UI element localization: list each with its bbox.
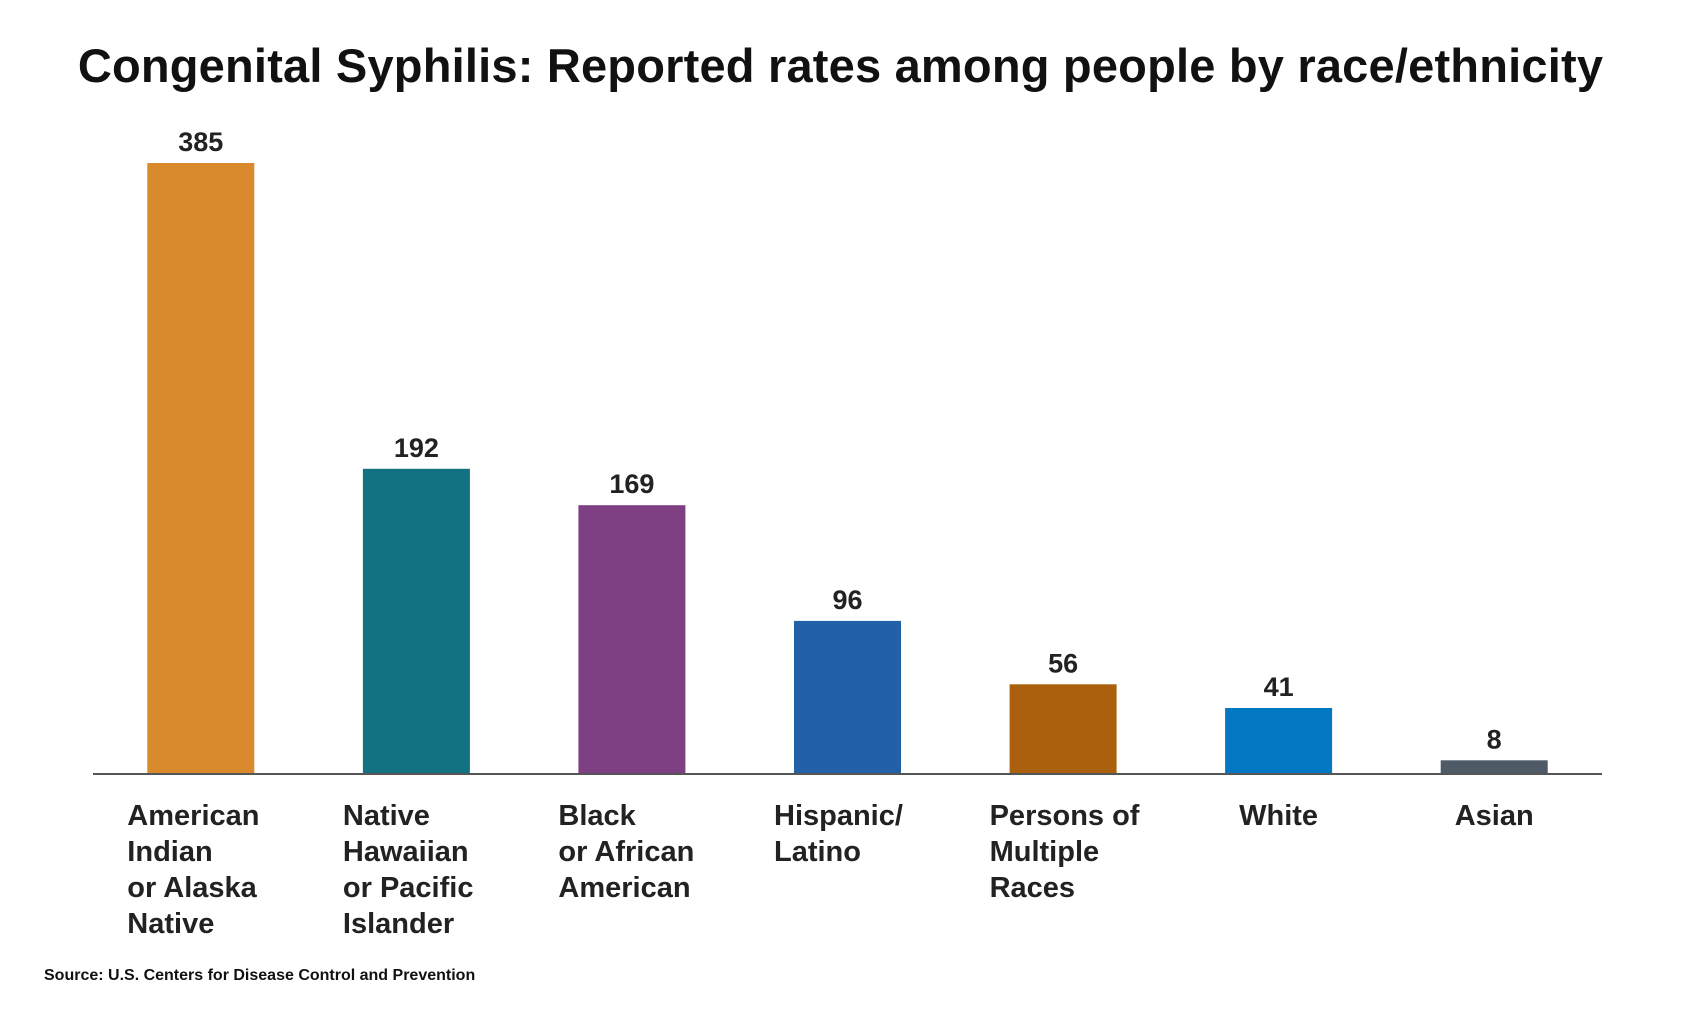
category-label-line: Hawaiian <box>343 836 469 868</box>
category-label-line: Asian <box>1455 800 1534 832</box>
category-label-line: or Pacific <box>343 872 474 904</box>
bar <box>147 163 255 773</box>
bar-value-label: 385 <box>178 127 223 157</box>
bar <box>1440 760 1548 773</box>
category-label-line: or African <box>558 836 694 868</box>
category-label-line: Races <box>990 872 1075 904</box>
category-label-line: Latino <box>774 836 861 868</box>
category-label-line: Persons of <box>990 800 1140 832</box>
bar-value-label: 192 <box>394 433 439 463</box>
category-label-line: Multiple <box>990 836 1100 868</box>
category-label-line: American <box>127 800 259 832</box>
category-label-line: Indian <box>127 836 212 868</box>
category-label: Hispanic/Latino <box>774 800 903 868</box>
category-label: Asian <box>1455 800 1534 832</box>
category-label-line: Islander <box>343 908 454 940</box>
bar-value-label: 96 <box>832 585 862 615</box>
category-label: Black or African American <box>558 800 694 904</box>
bar <box>794 620 901 773</box>
category-label-line: or Alaska <box>127 872 257 904</box>
chart-title: Congenital Syphilis: Reported rates amon… <box>77 39 1604 92</box>
bar <box>1009 684 1117 773</box>
bar-value-label: 8 <box>1487 724 1502 754</box>
bars-group <box>147 163 1548 773</box>
category-label-line: Native <box>127 908 214 940</box>
category-label-line: Black <box>558 800 636 832</box>
bar <box>362 468 470 773</box>
category-label: White <box>1239 800 1318 832</box>
category-label: American Indian or Alaska Native <box>127 800 259 940</box>
bar-value-label: 169 <box>609 469 654 499</box>
source-note: Source: U.S. Centers for Disease Control… <box>44 967 476 984</box>
category-label-line: Hispanic/ <box>774 800 903 832</box>
category-label-line: White <box>1239 800 1318 832</box>
value-labels-group: 385 192 169 96 56 41 8 <box>178 127 1501 754</box>
bar <box>578 505 686 773</box>
bar <box>1225 708 1333 773</box>
category-label: Persons of Multiple Races <box>990 800 1140 904</box>
category-label: Native Hawaiian or Pacific Islander <box>343 800 474 940</box>
category-label-line: American <box>558 872 690 904</box>
bar-value-label: 41 <box>1264 672 1294 702</box>
category-label-line: Native <box>343 800 430 832</box>
bar-value-label: 56 <box>1048 648 1078 678</box>
category-labels-group: American Indian or Alaska Native Native Hawai… <box>127 800 1533 940</box>
